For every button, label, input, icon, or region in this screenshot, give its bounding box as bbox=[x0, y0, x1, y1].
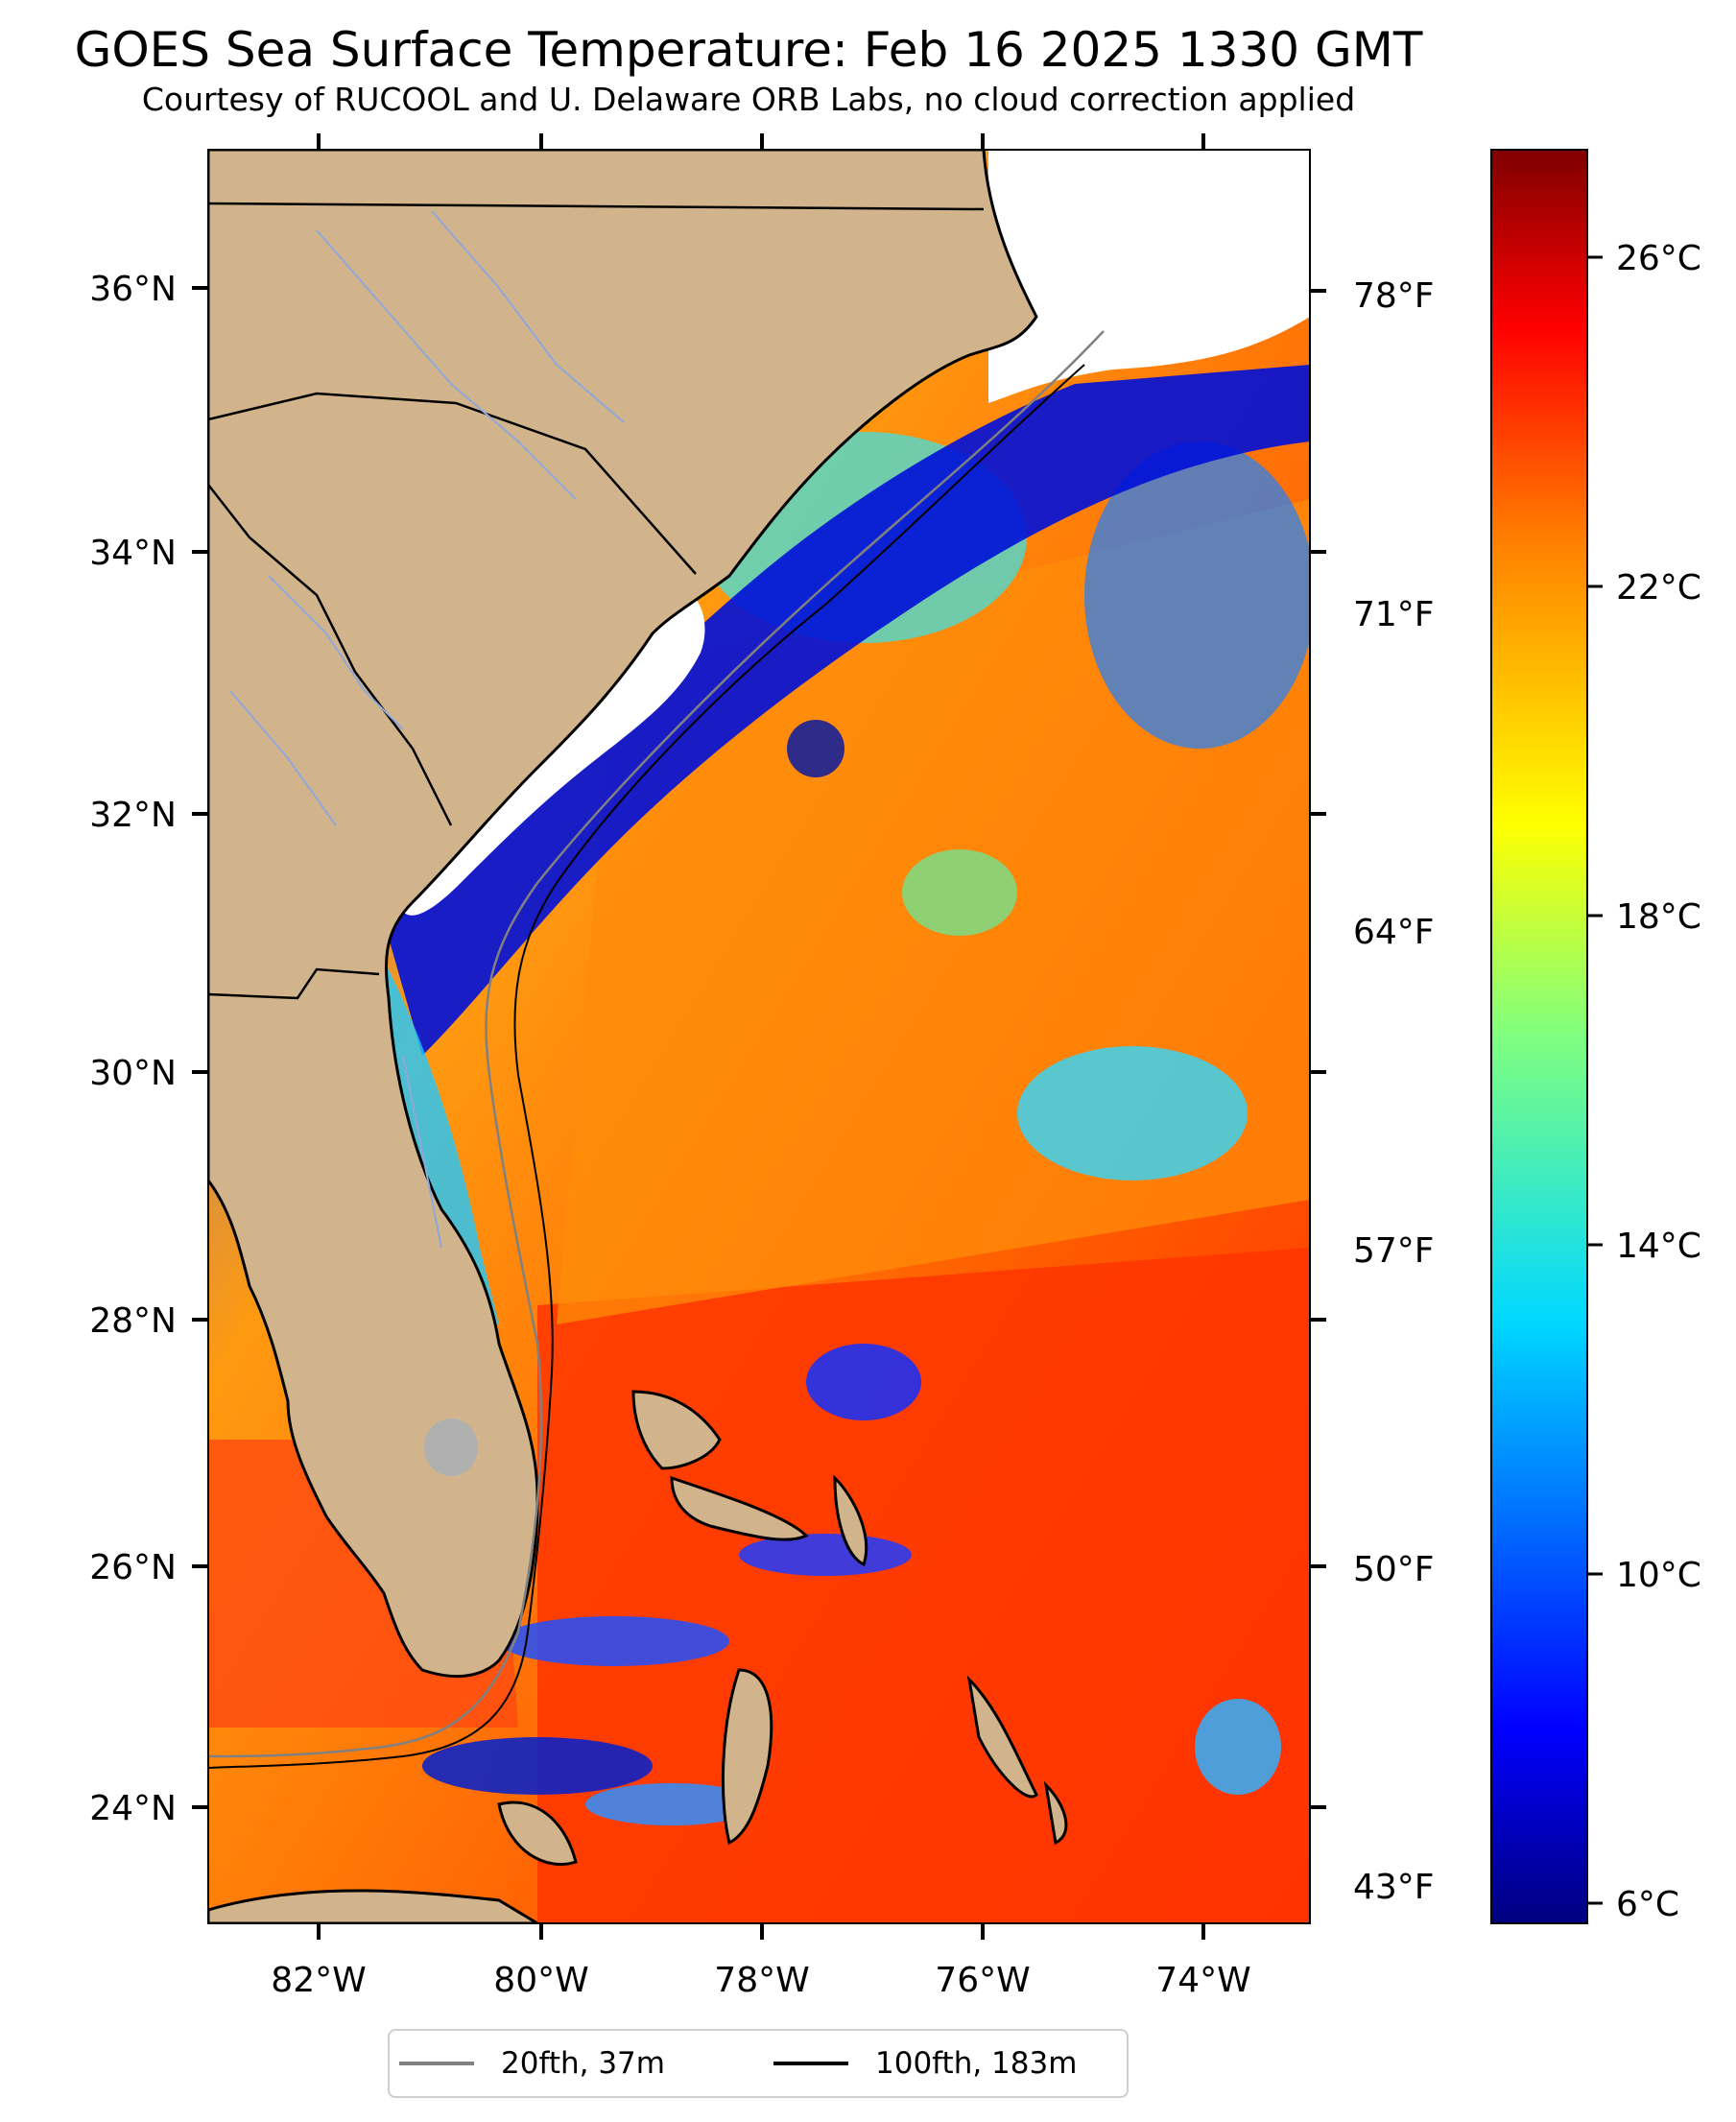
lon-label: 76°W bbox=[935, 1961, 1030, 2000]
lon-label: 74°W bbox=[1155, 1961, 1250, 2000]
lat-label: 30°N bbox=[89, 1054, 177, 1093]
legend-label: 20fth, 37m bbox=[501, 2046, 665, 2081]
colorbar-label: 26°C bbox=[1616, 239, 1701, 278]
latitude-axis: 36°N 34°N 32°N 30°N 28°N 26°N 24°N bbox=[89, 270, 208, 1828]
legend-label: 100fth, 183m bbox=[875, 2046, 1078, 2081]
fahrenheit-axis: 78°F 71°F 64°F 57°F 50°F 43°F bbox=[1310, 276, 1435, 1907]
page-title: GOES Sea Surface Temperature: Feb 16 202… bbox=[74, 22, 1423, 78]
rivers bbox=[229, 210, 625, 1249]
fahrenheit-label: 71°F bbox=[1353, 595, 1435, 634]
longitude-axis: 82°W 80°W 78°W 76°W 74°W bbox=[271, 133, 1251, 2000]
legend-item-20fth: 20fth, 37m bbox=[399, 2031, 665, 2096]
fahrenheit-label: 64°F bbox=[1353, 913, 1435, 952]
lake-okeechobee bbox=[424, 1419, 478, 1476]
land-southeast-us bbox=[208, 150, 1038, 1679]
lon-label: 82°W bbox=[271, 1961, 366, 2000]
cool-coastal-water bbox=[374, 960, 499, 1324]
lat-label: 34°N bbox=[89, 534, 177, 573]
lon-label: 78°W bbox=[714, 1961, 809, 2000]
lon-label: 80°W bbox=[493, 1961, 588, 2000]
lat-label: 32°N bbox=[89, 796, 177, 835]
lat-label: 24°N bbox=[89, 1789, 177, 1828]
land-cuba bbox=[208, 1889, 540, 1923]
cold-shelf-water bbox=[384, 365, 1310, 1056]
isobath-100fth bbox=[208, 364, 1085, 1769]
map-frame bbox=[207, 149, 1311, 1924]
cool-patch bbox=[1084, 441, 1310, 749]
bahamas-islands bbox=[497, 1390, 1068, 1866]
colorbar-label: 10°C bbox=[1616, 1556, 1701, 1595]
fahrenheit-label: 50°F bbox=[1353, 1550, 1435, 1589]
colorbar-label: 22°C bbox=[1616, 568, 1701, 608]
fahrenheit-label: 57°F bbox=[1353, 1231, 1435, 1271]
fahrenheit-label: 78°F bbox=[1353, 276, 1435, 316]
colorbar-label: 14°C bbox=[1616, 1227, 1701, 1266]
page-subtitle: Courtesy of RUCOOL and U. Delaware ORB L… bbox=[141, 81, 1356, 118]
cool-patch bbox=[1017, 1046, 1248, 1180]
lat-label: 28°N bbox=[89, 1301, 177, 1341]
legend-item-100fth: 100fth, 183m bbox=[773, 2031, 1077, 2096]
lat-label: 36°N bbox=[89, 270, 177, 309]
map-panel bbox=[208, 150, 1310, 1923]
legend-line-black bbox=[773, 2062, 848, 2065]
colorbar: 26°C 22°C 18°C 14°C 10°C 6°C bbox=[1490, 149, 1701, 1924]
lat-label: 26°N bbox=[89, 1548, 177, 1587]
isobath-legend: 20fth, 37m 100fth, 183m bbox=[388, 2029, 1129, 2098]
colorbar-gradient bbox=[1490, 149, 1588, 1924]
state-border bbox=[208, 967, 380, 1000]
fahrenheit-label: 43°F bbox=[1353, 1868, 1435, 1907]
legend-line-gray bbox=[399, 2062, 474, 2065]
isobath-20fth bbox=[208, 330, 1105, 1758]
state-border bbox=[208, 202, 985, 211]
colorbar-label: 18°C bbox=[1616, 897, 1701, 937]
no-data-region bbox=[988, 150, 1310, 403]
state-border bbox=[208, 484, 453, 826]
bahamas-cold-stripes bbox=[422, 720, 1281, 1825]
colorbar-label: 6°C bbox=[1616, 1885, 1679, 1924]
state-border bbox=[208, 392, 697, 575]
cool-patch bbox=[902, 849, 1017, 936]
